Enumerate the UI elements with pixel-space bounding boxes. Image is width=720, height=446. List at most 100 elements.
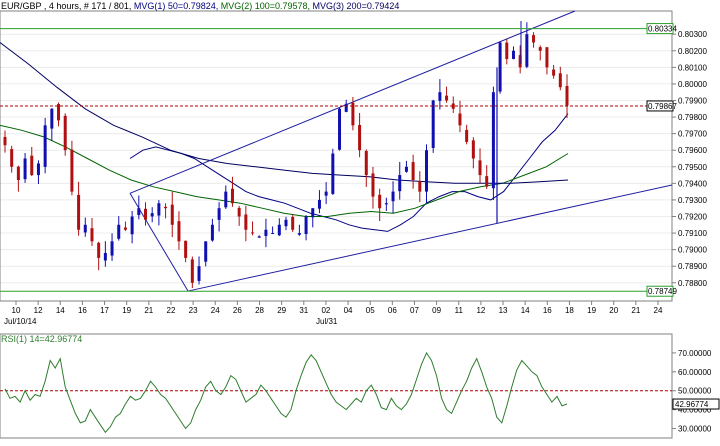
candle-body-11: [77, 194, 81, 230]
candle-body-70: [471, 140, 475, 159]
candle-body-27: [184, 240, 188, 258]
price-axis: 0.80300 0.80200 0.80100 0.80000 0.79900 0.798…: [672, 30, 707, 288]
candle-body-19: [130, 216, 134, 235]
x-tick-label-12: 29: [277, 306, 286, 315]
candle-body-39: [264, 229, 268, 237]
candle-body-61: [411, 162, 415, 181]
rsi-value-box: [672, 398, 720, 410]
moving-averages: [0, 42, 569, 232]
candle-body-47: [317, 199, 321, 209]
candle-body-69: [465, 129, 469, 142]
candle-body-20: [137, 208, 141, 216]
candle-body-72: [485, 176, 489, 187]
time-axis: 10 12 14 16 17 19 21 22 23 24 26 28 29 31 02 04 05 06 07 09…: [12, 301, 663, 315]
candle-body-33: [224, 191, 228, 208]
rsi-indicator: 70.00000 60.00000 50.00000 40.00000 30.00000…: [0, 349, 720, 434]
top-level-label-text: 0.80334: [648, 25, 677, 34]
x-tick-label-17: 06: [388, 306, 397, 315]
rsi-tick-label-3: 40.00000: [678, 406, 712, 415]
x-tick-label-20: 11: [455, 306, 464, 315]
y-tick-label-8: 0.79500: [678, 163, 707, 172]
x-tick-label-26: 19: [587, 306, 596, 315]
y-tick-label-5: 0.79800: [678, 113, 707, 122]
horizontal-levels: 0.80334 0.78749 0.79867: [0, 23, 677, 297]
current-price-label-text: 0.79867: [648, 102, 677, 111]
ma-50-line: [129, 113, 569, 232]
candle-body-7: [50, 108, 54, 129]
month-label-jul10: Jul/10/14: [4, 317, 37, 326]
y-tick-label-7: 0.79600: [678, 146, 707, 155]
candle-body-79: [532, 35, 536, 43]
candle-body-9: [63, 115, 67, 151]
candle-body-57: [384, 203, 388, 205]
rsi-tick-label-0: 70.00000: [678, 349, 712, 358]
candle-body-32: [217, 208, 221, 220]
x-tick-label-21: 12: [476, 306, 485, 315]
candle-body-26: [177, 221, 181, 242]
candle-body-25: [170, 204, 174, 225]
candle-body-34: [230, 188, 234, 204]
candle-body-41: [277, 224, 281, 236]
month-label-jul31: Jul/31: [316, 317, 338, 326]
x-tick-label-24: 16: [543, 306, 552, 315]
candle-body-77: [518, 55, 522, 68]
x-tick-label-11: 28: [255, 306, 264, 315]
candle-body-18: [123, 227, 127, 230]
candle-body-31: [210, 224, 214, 241]
rsi-plot-frame: [0, 333, 673, 439]
candle-body-51: [344, 103, 348, 112]
candle-body-35: [237, 207, 241, 217]
top-level-label-box: [646, 23, 674, 35]
rsi-header: RSI(1) 14=42.96774: [1, 334, 82, 344]
candle-body-59: [398, 175, 402, 192]
candle-body-13: [90, 228, 94, 242]
candle-body-12: [83, 224, 87, 233]
y-tick-label-1: 0.80200: [678, 47, 707, 56]
candle-body-52: [351, 102, 355, 126]
candle-body-23: [157, 203, 161, 216]
candle-body-60: [404, 166, 408, 172]
x-tick-label-22: 13: [499, 306, 508, 315]
candle-body-43: [291, 216, 295, 230]
y-tick-label-10: 0.79300: [678, 196, 707, 205]
candle-body-67: [451, 103, 455, 109]
candle-body-5: [36, 163, 40, 176]
candle-body-4: [30, 155, 34, 176]
y-tick-label-11: 0.79200: [678, 212, 707, 221]
x-tick-label-2: 14: [56, 306, 65, 315]
candlesticks: [3, 20, 569, 288]
candle-body-78: [525, 34, 529, 67]
candle-body-81: [545, 47, 549, 68]
candle-body-66: [445, 95, 449, 101]
candle-body-55: [371, 173, 375, 197]
candle-body-75: [505, 42, 509, 60]
rsi-value-text: 42.96774: [675, 400, 709, 409]
ma3-label: MVG(3) 200=0.79424: [313, 1, 400, 11]
y-tick-label-3: 0.80000: [678, 80, 707, 89]
main-plot-frame: [0, 10, 673, 302]
candle-body-58: [391, 191, 395, 202]
x-tick-label-9: 24: [211, 306, 220, 315]
candle-body-15: [103, 252, 107, 261]
candle-body-40: [271, 233, 275, 235]
candle-body-42: [284, 219, 288, 227]
x-tick-label-1: 12: [34, 306, 43, 315]
candle-body-71: [478, 160, 482, 176]
y-tick-label-0: 0.80300: [678, 30, 707, 39]
candle-body-46: [311, 208, 315, 218]
bottom-level-label-box: [646, 285, 674, 297]
x-tick-label-29: 24: [654, 306, 663, 315]
candle-body-62: [418, 181, 422, 192]
x-tick-label-18: 07: [410, 306, 419, 315]
candle-body-21: [144, 208, 147, 220]
x-tick-label-10: 26: [233, 306, 242, 315]
candle-body-0: [3, 136, 7, 146]
symbol-info: EUR/GBP , 4 hours, # 171 / 801,: [1, 1, 134, 11]
candle-body-84: [565, 85, 569, 106]
candle-body-14: [97, 242, 101, 258]
y-tick-label-14: 0.78900: [678, 262, 707, 271]
candle-body-48: [324, 191, 328, 196]
